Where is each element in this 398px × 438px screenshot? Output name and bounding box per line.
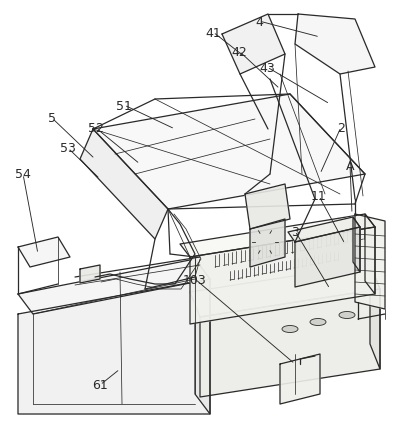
Polygon shape <box>80 265 100 283</box>
Polygon shape <box>245 184 290 230</box>
Text: 53: 53 <box>60 142 76 155</box>
Polygon shape <box>365 215 375 294</box>
Text: 61: 61 <box>92 378 108 392</box>
Text: 43: 43 <box>259 61 275 74</box>
Ellipse shape <box>282 326 298 333</box>
Polygon shape <box>288 218 360 243</box>
Polygon shape <box>80 130 168 240</box>
Ellipse shape <box>310 319 326 326</box>
Text: 11: 11 <box>311 190 327 203</box>
Text: 51: 51 <box>116 99 132 112</box>
Text: 52: 52 <box>88 122 104 135</box>
Text: 103: 103 <box>183 273 207 286</box>
Text: 3: 3 <box>291 225 299 238</box>
Polygon shape <box>355 215 385 309</box>
Polygon shape <box>295 15 375 75</box>
Polygon shape <box>370 265 380 369</box>
Polygon shape <box>18 259 210 314</box>
Text: 4: 4 <box>255 15 263 28</box>
Polygon shape <box>93 95 365 209</box>
Polygon shape <box>280 354 320 404</box>
Polygon shape <box>353 218 360 272</box>
Text: 5: 5 <box>48 112 56 125</box>
Polygon shape <box>295 227 360 287</box>
Polygon shape <box>190 227 375 324</box>
Polygon shape <box>200 290 380 397</box>
Polygon shape <box>195 259 210 414</box>
Polygon shape <box>250 219 285 267</box>
Text: 54: 54 <box>15 168 31 181</box>
Ellipse shape <box>339 312 355 319</box>
Polygon shape <box>190 265 380 317</box>
Polygon shape <box>222 15 285 75</box>
Text: 42: 42 <box>231 46 247 58</box>
Text: 41: 41 <box>205 26 221 39</box>
Text: A: A <box>346 159 354 172</box>
Polygon shape <box>18 237 70 267</box>
Polygon shape <box>180 215 375 258</box>
Text: 2: 2 <box>337 121 345 134</box>
Polygon shape <box>18 279 210 414</box>
